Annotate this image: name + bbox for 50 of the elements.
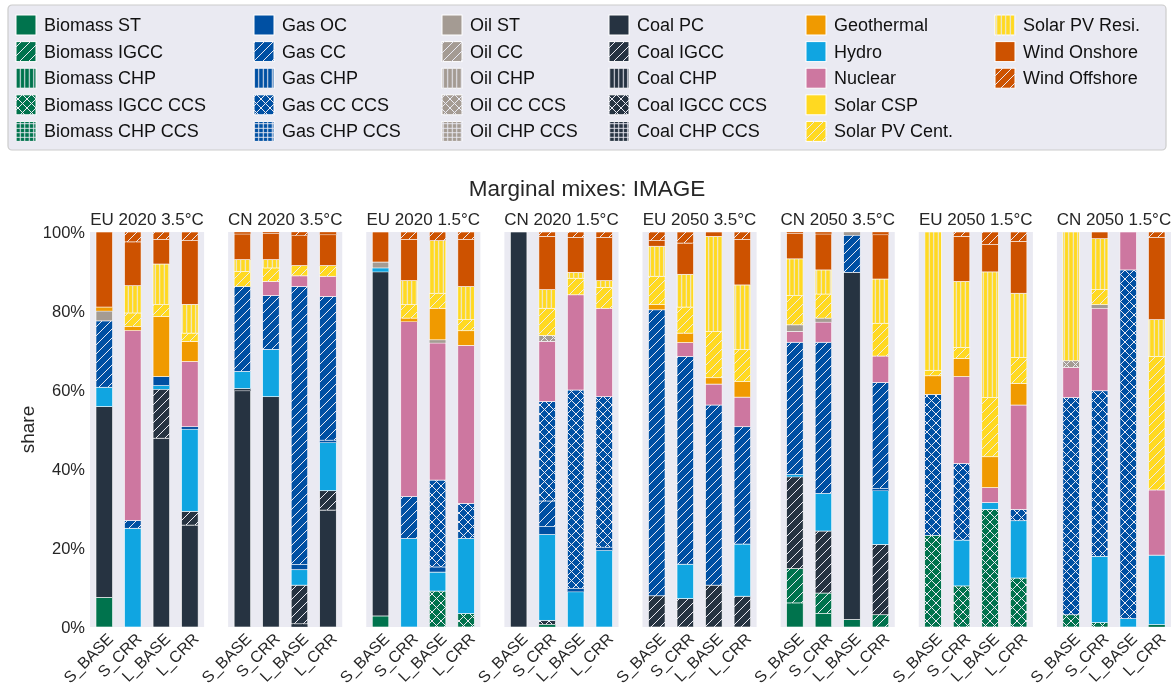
- chart-title: EU 2020 3.5°C: [90, 210, 204, 229]
- legend-label: Coal CHP CCS: [637, 121, 760, 142]
- legend-label: Biomass CHP: [44, 68, 157, 89]
- bar: [538, 624, 556, 628]
- legend-label: Coal PC: [637, 15, 705, 35]
- chart-title: CN 2020 1.5°C: [504, 210, 619, 229]
- legend-label: Solar PV Resi.: [1023, 15, 1141, 35]
- legend-label: Geothermal: [834, 15, 929, 35]
- bar: [595, 550, 613, 628]
- y-axis-title: share: [17, 405, 38, 454]
- y-tick-label: 60%: [51, 381, 86, 399]
- chart-title: EU 2050 1.5°C: [919, 210, 1033, 229]
- legend-label: Biomass IGCC: [44, 41, 164, 62]
- chart-title: CN 2050 1.5°C: [1056, 210, 1172, 229]
- text: Marginal mixes: IMAGE: [468, 176, 706, 201]
- legend-label: Wind Onshore: [1023, 41, 1139, 62]
- bar: [510, 231, 528, 628]
- legend-label: Oil CHP: [470, 68, 536, 89]
- bar: [567, 591, 585, 628]
- legend-label: Oil CC CCS: [470, 94, 567, 115]
- chart-title: EU 2020 1.5°C: [366, 210, 481, 229]
- legend-label: Oil CC: [470, 41, 523, 62]
- y-tick-label: 40%: [51, 460, 86, 478]
- legend-label: Oil CHP CCS: [470, 121, 578, 142]
- legend-label: Biomass IGCC CCS: [44, 94, 207, 115]
- y-tick-label: 100%: [42, 223, 86, 241]
- legend-label: Gas OC: [282, 15, 348, 35]
- legend-label: Solar PV Cent.: [834, 121, 954, 142]
- legend-label: Gas CHP CCS: [282, 121, 401, 142]
- legend-label: Gas CC CCS: [282, 94, 390, 115]
- legend-label: Gas CHP: [282, 68, 359, 89]
- legend-label: Solar CSP: [834, 94, 919, 115]
- chart-title: CN 2020 3.5°C: [227, 210, 343, 229]
- legend-label: Biomass CHP CCS: [44, 121, 199, 142]
- legend-label: Coal IGCC CCS: [637, 94, 768, 115]
- bar: [95, 231, 113, 308]
- legend-label: Oil ST: [470, 15, 521, 35]
- legend-label: Biomass ST: [44, 15, 142, 35]
- y-tick-label: 0%: [61, 618, 86, 636]
- legend-label: Wind Offshore: [1023, 68, 1138, 89]
- bar: [233, 390, 251, 628]
- legend-label: Nuclear: [834, 68, 897, 89]
- legend-label: Coal IGCC: [637, 41, 725, 62]
- legend-label: Coal CHP: [637, 68, 718, 89]
- legend-label: Gas CC: [282, 41, 347, 62]
- chart-title: EU 2050 3.5°C: [642, 210, 757, 229]
- y-tick-label: 20%: [51, 539, 86, 557]
- chart-title: CN 2050 3.5°C: [780, 210, 895, 229]
- y-tick-label: 80%: [51, 302, 86, 320]
- legend-label: Hydro: [834, 41, 883, 62]
